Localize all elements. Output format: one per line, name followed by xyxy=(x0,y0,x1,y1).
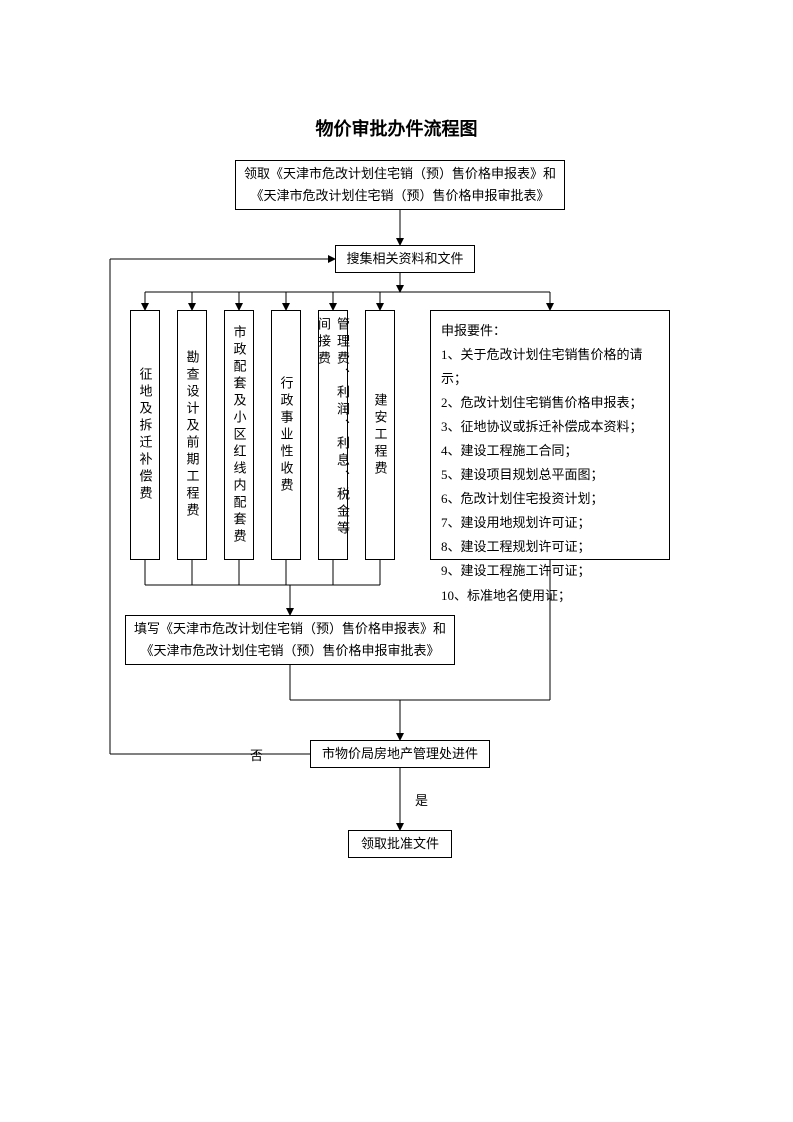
node-get-approval: 领取批准文件 xyxy=(348,830,452,858)
col-survey-design: 勘查设计及前期工程费 xyxy=(177,310,207,560)
req-item-6: 6、危改计划住宅投资计划； xyxy=(441,487,659,511)
label-yes: 是 xyxy=(415,790,428,809)
col-construction-fee: 建安工程费 xyxy=(365,310,395,560)
requirements-box: 申报要件： 1、关于危改计划住宅销售价格的请示； 2、危改计划住宅销售价格申报表… xyxy=(430,310,670,560)
req-item-10: 10、标准地名使用证； xyxy=(441,584,659,608)
node-fill-forms: 填写《天津市危改计划住宅销（预）售价格申报表》和 《天津市危改计划住宅销（预）售… xyxy=(125,615,455,665)
node-fill-forms-line2: 《天津市危改计划住宅销（预）售价格申报审批表》 xyxy=(134,640,446,662)
req-item-5: 5、建设项目规划总平面图； xyxy=(441,463,659,487)
col-admin-fee: 行政事业性收费 xyxy=(271,310,301,560)
node-receive-forms-line2: 《天津市危改计划住宅销（预）售价格申报审批表》 xyxy=(244,185,556,207)
col-management-profit: 管理费、利润、利息、税金等间接费 xyxy=(318,310,348,560)
req-item-3: 3、征地协议或拆迁补偿成本资料； xyxy=(441,415,659,439)
node-collect-docs: 搜集相关资料和文件 xyxy=(335,245,475,273)
req-item-9: 9、建设工程施工许可证； xyxy=(441,559,659,583)
req-item-8: 8、建设工程规划许可证； xyxy=(441,535,659,559)
node-price-bureau: 市物价局房地产管理处进件 xyxy=(310,740,490,768)
req-item-4: 4、建设工程施工合同； xyxy=(441,439,659,463)
req-item-7: 7、建设用地规划许可证； xyxy=(441,511,659,535)
label-no: 否 xyxy=(250,745,263,764)
requirements-header: 申报要件： xyxy=(441,319,659,343)
node-fill-forms-line1: 填写《天津市危改计划住宅销（预）售价格申报表》和 xyxy=(134,618,446,640)
node-receive-forms-line1: 领取《天津市危改计划住宅销（预）售价格申报表》和 xyxy=(244,163,556,185)
req-item-2: 2、危改计划住宅销售价格申报表； xyxy=(441,391,659,415)
req-item-1: 1、关于危改计划住宅销售价格的请示； xyxy=(441,343,659,391)
col-land-compensation: 征地及拆迁补偿费 xyxy=(130,310,160,560)
node-receive-forms: 领取《天津市危改计划住宅销（预）售价格申报表》和 《天津市危改计划住宅销（预）售… xyxy=(235,160,565,210)
col-municipal-facility: 市政配套及小区红线内配套费 xyxy=(224,310,254,560)
page-title: 物价审批办件流程图 xyxy=(0,115,793,141)
